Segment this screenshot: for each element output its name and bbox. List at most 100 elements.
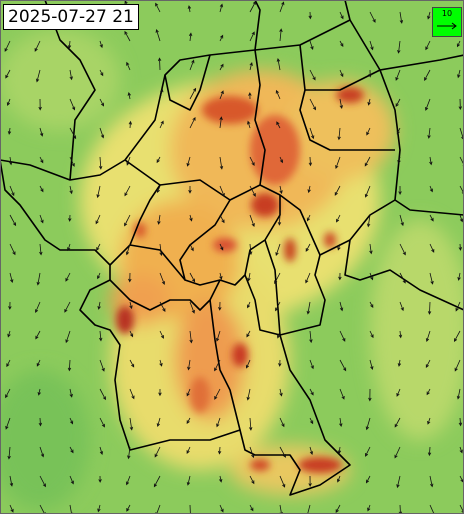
wind-arrows [4,0,464,514]
wind-arrow [69,475,74,485]
wind-legend: 10 [432,7,462,37]
wind-arrow [305,504,311,514]
wind-arrow [339,69,344,78]
wind-arrow [5,69,11,79]
wind-arrow [6,359,11,368]
wind-arrow [249,31,255,42]
wind-arrow [99,98,104,107]
wind-arrow [128,272,132,283]
wind-arrow [334,185,341,196]
wind-arrow [65,272,71,282]
wind-arrow [95,214,101,225]
wind-arrow [339,98,343,110]
wind-arrow [34,40,41,52]
wind-arrow [9,185,15,197]
wind-arrow [248,92,252,100]
wind-arrow [157,57,162,71]
wind-arrow [249,475,255,485]
wind-arrow [429,214,434,222]
wind-arrow [249,156,255,166]
wind-arrow [309,446,314,456]
legend-arrow [437,22,457,30]
wind-arrow [218,301,222,311]
wind-arrow [127,446,131,460]
wind-arrow [369,243,373,255]
wind-arrow [188,32,193,42]
wind-arrow [396,475,401,489]
wind-arrow [339,301,344,312]
wind-arrow [249,0,257,13]
wind-arrow [279,388,283,397]
borders [0,0,464,496]
wind-arrow [369,40,374,51]
wind-arrow [98,156,103,170]
wind-arrow [338,272,342,281]
wind-arrow [367,504,371,512]
wind-arrow [335,156,341,169]
wind-arrow [69,156,75,167]
wind-arrow [306,214,311,222]
wind-arrow [339,417,343,428]
wind-arrow [279,28,283,42]
wind-arrow [65,330,71,344]
wind-arrow [399,243,406,256]
wind-arrow [34,301,41,314]
wind-arrow [126,61,131,71]
wind-arrow [69,185,73,195]
wind-arrow [216,417,221,428]
wind-arrow [457,272,461,281]
wind-arrow [98,330,103,342]
wind-arrow [339,388,345,400]
wind-arrow [364,185,371,198]
wind-arrow [7,127,12,135]
wind-arrow [424,69,431,81]
wind-arrow [276,330,281,339]
wind-arrow [219,90,224,100]
wind-arrow [458,98,462,111]
wind-arrow [219,3,224,13]
wind-arrow [249,185,256,197]
wind-arrow [124,185,131,197]
wind-arrow [246,301,251,309]
wind-arrow [99,127,105,139]
wind-arrow [365,446,371,457]
wind-arrow [9,504,14,513]
wind-arrow [5,417,11,430]
wind-arrow [337,127,341,141]
wind-arrow [125,243,131,256]
wind-arrow [249,214,255,228]
wind-arrow [276,121,281,129]
wind-arrow [153,475,161,488]
wind-arrow [249,417,253,431]
wind-arrow [279,475,286,488]
timestamp: 2025-07-27 21 [3,4,139,30]
wind-arrow [364,156,371,167]
wind-arrow [126,504,131,512]
wind-arrow [36,272,41,286]
wind-arrow [187,359,191,371]
wind-arrow [277,214,282,226]
wind-arrow [394,446,401,459]
wind-arrow [219,185,225,197]
wind-arrow [157,214,161,225]
wind-arrow [457,69,461,79]
wind-arrow [69,69,73,81]
wind-arrow [219,475,223,483]
wind-arrow [39,214,44,224]
wind-arrow [8,301,12,310]
wind-arrow [279,1,285,13]
wind-arrow [97,504,101,513]
wind-arrow [67,359,72,372]
wind-arrow [399,301,404,312]
wind-arrow [124,214,131,227]
wind-arrow [307,185,311,194]
wind-arrow [5,388,11,399]
wind-arrow [429,156,433,166]
wind-arrow [159,120,164,129]
wind-arrow [309,388,314,396]
wind-arrow [309,98,316,111]
wind-arrow [339,11,344,20]
wind-arrow [309,330,313,344]
wind-arrow [395,69,401,81]
wind-arrow [125,475,131,486]
